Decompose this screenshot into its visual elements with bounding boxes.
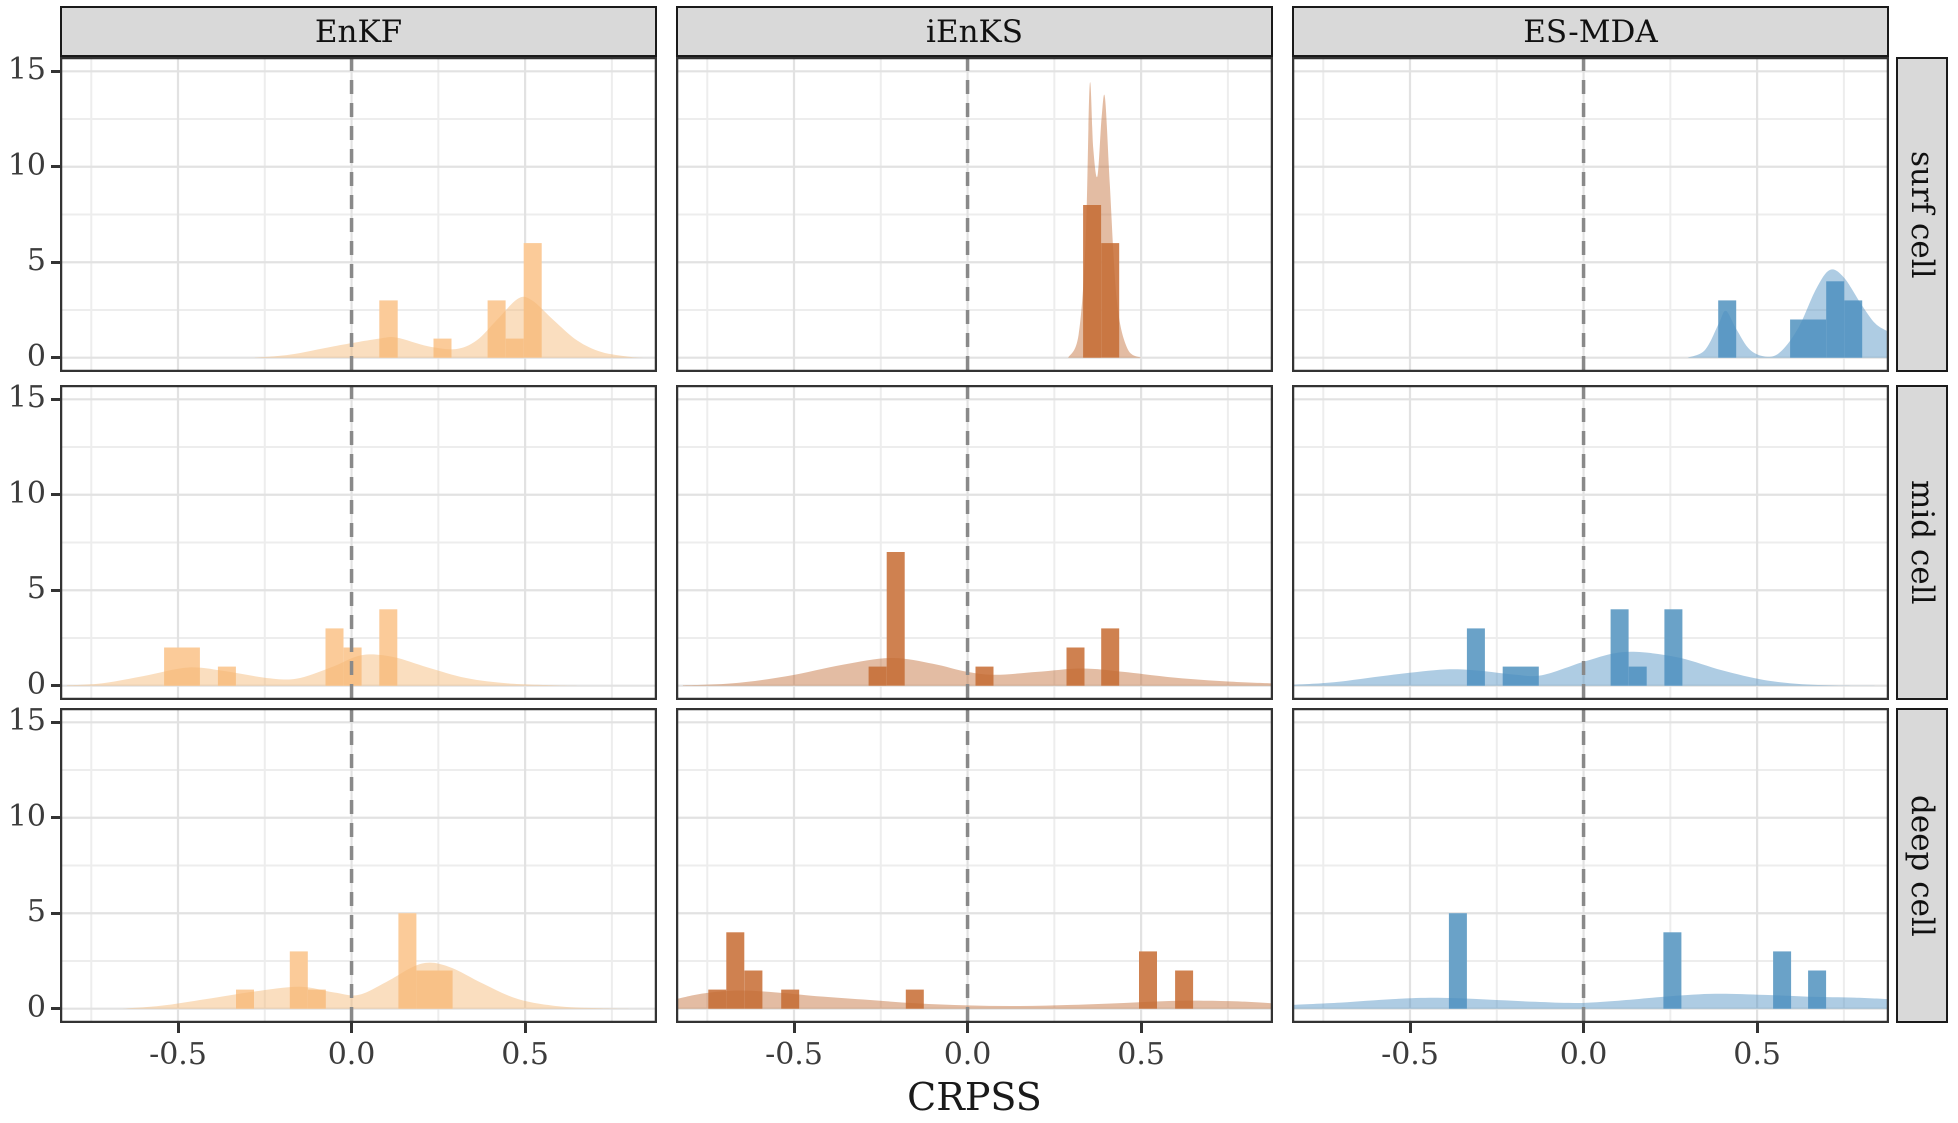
y-tick-mark [51, 356, 60, 360]
panel-es-mda-mid-cell [1292, 385, 1889, 700]
y-tick-mark [51, 816, 60, 820]
x-tick-label-enkf-0.5: 0.5 [501, 1037, 549, 1072]
panel-enkf-mid-cell [60, 385, 657, 700]
panel-enkf-surf-cell [60, 57, 657, 372]
y-tick-label-deep-cell-0: 0 [26, 989, 46, 1025]
y-tick-label-surf-cell-10: 10 [7, 147, 46, 183]
x-tick-mark [1139, 1023, 1143, 1033]
y-tick-label-mid-cell-15: 15 [7, 380, 46, 416]
y-tick-mark [51, 493, 60, 497]
y-tick-label-mid-cell-10: 10 [7, 475, 46, 511]
x-tick-mark [1755, 1023, 1759, 1033]
y-tick-label-deep-cell-15: 15 [7, 703, 46, 739]
x-tick-mark [523, 1023, 527, 1033]
y-tick-mark [51, 1007, 60, 1011]
y-tick-mark [51, 260, 60, 264]
y-tick-mark [51, 588, 60, 592]
y-tick-mark [51, 684, 60, 688]
y-tick-mark [51, 720, 60, 724]
facet-col-strip-ienks: iEnKS [676, 6, 1273, 57]
x-tick-mark [792, 1023, 796, 1033]
x-tick-mark [1582, 1023, 1586, 1033]
y-tick-label-deep-cell-5: 5 [26, 894, 46, 930]
y-tick-mark [51, 397, 60, 401]
x-tick-mark [176, 1023, 180, 1033]
y-tick-label-mid-cell-5: 5 [26, 571, 46, 607]
facet-row-strip-mid-cell: mid cell [1896, 385, 1948, 700]
panel-ienks-deep-cell [676, 708, 1273, 1023]
y-tick-mark [51, 911, 60, 915]
x-tick-mark [350, 1023, 354, 1033]
y-tick-mark [51, 165, 60, 169]
y-tick-label-surf-cell-0: 0 [26, 338, 46, 374]
x-tick-label-enkf-0.0: 0.0 [327, 1037, 376, 1072]
facet-col-strip-enkf: EnKF [60, 6, 657, 57]
panel-es-mda-deep-cell [1292, 708, 1889, 1023]
facet-col-strip-es-mda: ES-MDA [1292, 6, 1889, 57]
x-tick-label-enkf--0.5: -0.5 [149, 1037, 207, 1072]
y-tick-mark [51, 69, 60, 73]
x-tick-label-ienks-0.5: 0.5 [1117, 1037, 1165, 1072]
x-tick-label-ienks--0.5: -0.5 [765, 1037, 823, 1072]
x-tick-label-es-mda-0.0: 0.0 [1559, 1037, 1608, 1072]
x-tick-mark [966, 1023, 970, 1033]
x-axis-title: CRPSS [907, 1075, 1042, 1119]
x-tick-label-es-mda-0.5: 0.5 [1733, 1037, 1781, 1072]
facet-row-strip-surf-cell: surf cell [1896, 57, 1948, 372]
x-tick-mark [1408, 1023, 1412, 1033]
y-tick-label-deep-cell-10: 10 [7, 798, 46, 834]
panel-ienks-mid-cell [676, 385, 1273, 700]
panel-es-mda-surf-cell [1292, 57, 1889, 372]
panel-enkf-deep-cell [60, 708, 657, 1023]
y-tick-label-surf-cell-15: 15 [7, 52, 46, 88]
y-tick-label-mid-cell-0: 0 [26, 666, 46, 702]
y-tick-label-surf-cell-5: 5 [26, 243, 46, 279]
panel-ienks-surf-cell [676, 57, 1273, 372]
x-tick-label-es-mda--0.5: -0.5 [1381, 1037, 1439, 1072]
facet-row-strip-deep-cell: deep cell [1896, 708, 1948, 1023]
x-tick-label-ienks-0.0: 0.0 [943, 1037, 992, 1072]
